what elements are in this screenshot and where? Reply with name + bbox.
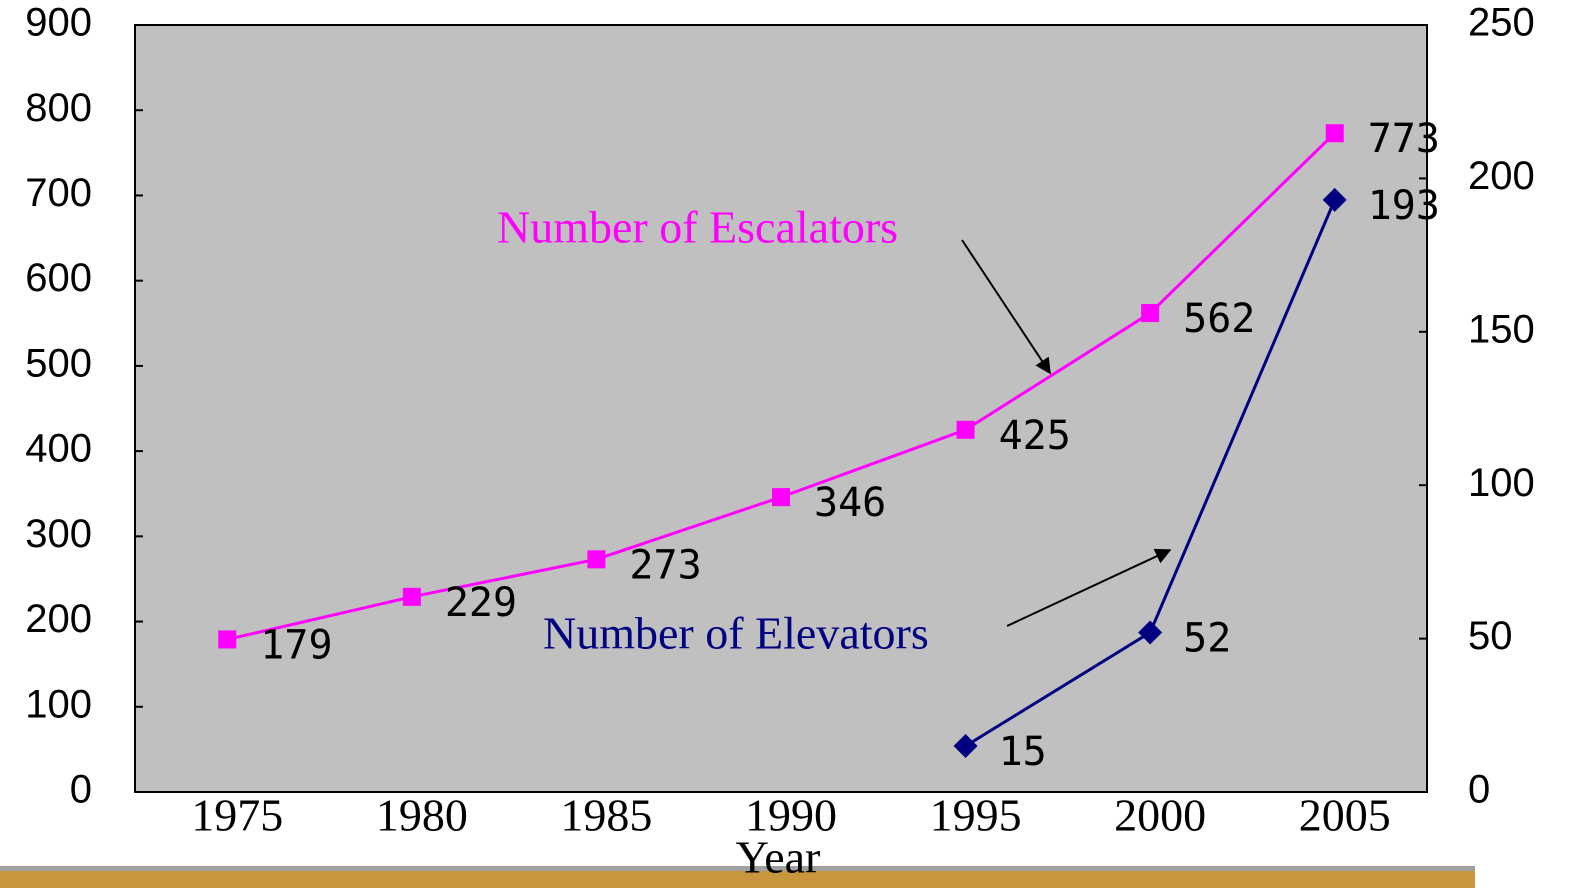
data-label: 562 — [1183, 296, 1255, 342]
y2-tick-label: 100 — [1468, 461, 1535, 505]
y-tick-label: 400 — [25, 427, 92, 471]
y-tick-label: 300 — [25, 512, 92, 556]
data-label: 229 — [445, 580, 517, 626]
plot-area — [135, 25, 1427, 792]
y2-tick-label: 200 — [1468, 154, 1535, 198]
data-label: 425 — [999, 413, 1071, 459]
y2-tick-label: 150 — [1468, 307, 1535, 351]
y-tick-label: 600 — [25, 256, 92, 300]
escalator-annotation: Number of Escalators — [497, 202, 898, 253]
marker — [218, 630, 236, 648]
marker — [1326, 124, 1344, 142]
y2-tick-label: 0 — [1468, 768, 1490, 812]
marker — [587, 550, 605, 568]
data-label: 273 — [629, 542, 701, 588]
data-label: 193 — [1368, 183, 1440, 229]
y-tick-label: 700 — [25, 171, 92, 215]
marker — [1141, 304, 1159, 322]
y-tick-label: 500 — [25, 341, 92, 385]
y2-tick-label: 50 — [1468, 614, 1513, 658]
y-tick-label: 200 — [25, 597, 92, 641]
x-tick-label: 1985 — [560, 790, 652, 841]
data-label: 52 — [1183, 615, 1231, 661]
x-tick-label: 1990 — [745, 790, 837, 841]
y-tick-label: 100 — [25, 682, 92, 726]
chart: Number of Escalators Number of Elevators… — [0, 0, 1575, 888]
data-label: 773 — [1368, 116, 1440, 162]
y-tick-label: 0 — [70, 768, 92, 812]
marker — [772, 488, 790, 506]
marker — [957, 421, 975, 439]
marker — [403, 588, 421, 606]
data-label: 15 — [999, 729, 1047, 775]
data-label: 179 — [260, 622, 332, 668]
elevator-annotation: Number of Elevators — [543, 608, 929, 659]
y2-tick-label: 250 — [1468, 1, 1535, 45]
y-tick-label: 800 — [25, 86, 92, 130]
x-tick-label: 1980 — [376, 790, 468, 841]
y-tick-label: 900 — [25, 1, 92, 45]
x-tick-label: 1995 — [930, 790, 1022, 841]
x-tick-label: 2005 — [1299, 790, 1391, 841]
x-tick-label: 2000 — [1114, 790, 1206, 841]
data-label: 346 — [814, 480, 886, 526]
x-tick-label: 1975 — [191, 790, 283, 841]
